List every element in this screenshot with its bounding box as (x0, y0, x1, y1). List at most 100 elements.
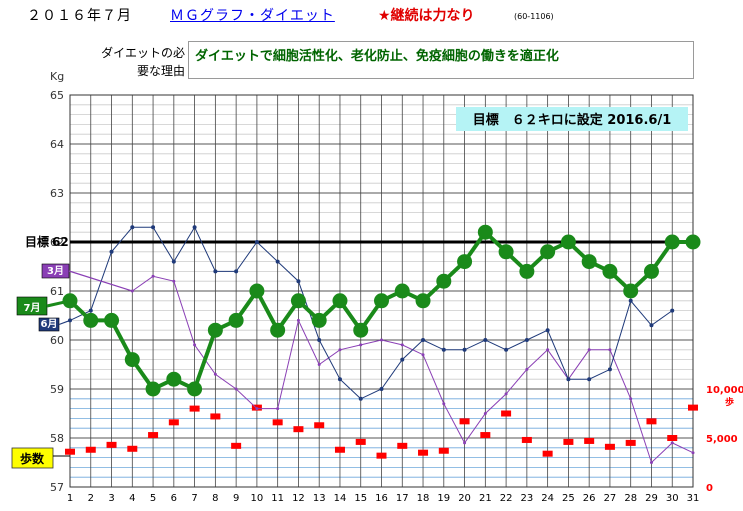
steps-marker (65, 449, 75, 455)
steps-marker (127, 446, 137, 452)
series-point-jul (249, 284, 264, 299)
series-point-jul (602, 264, 617, 279)
steps-marker (605, 444, 615, 450)
series-point-jul (436, 274, 451, 289)
x-tick-label: 5 (150, 493, 156, 504)
steps-marker (397, 443, 407, 449)
series-point-jun (421, 338, 425, 342)
x-tick-label: 20 (458, 493, 471, 504)
y-axis-label: Kg (50, 70, 64, 83)
series-point-jun (255, 240, 259, 244)
x-tick-label: 22 (500, 493, 513, 504)
x-tick-label: 27 (604, 493, 617, 504)
steps-marker (626, 440, 636, 446)
series-point-jul (291, 293, 306, 308)
chart-grid (70, 95, 693, 487)
x-tick-label: 25 (562, 493, 575, 504)
series-point-jun (649, 323, 653, 327)
steps-marker (543, 451, 553, 457)
series-point-jun (608, 367, 612, 371)
series-point-mar (193, 343, 196, 346)
y-tick-label: 61 (50, 285, 64, 298)
y-tick-label: 63 (50, 187, 64, 200)
steps-marker (439, 448, 449, 454)
series-point-mar (505, 392, 508, 395)
series-point-jul (416, 293, 431, 308)
legend-label-jul: 7月 (24, 302, 41, 314)
series-point-jun (338, 377, 342, 381)
series-point-mar (380, 339, 383, 342)
steps-marker (501, 411, 511, 417)
steps-marker (169, 419, 179, 425)
x-tick-label: 9 (233, 493, 239, 504)
steps-marker (335, 447, 345, 453)
series-point-jul (166, 372, 181, 387)
series-point-jul (270, 323, 285, 338)
series-point-jul (208, 323, 223, 338)
series-point-mar (214, 373, 217, 376)
x-tick-label: 1 (67, 493, 73, 504)
series-point-jun (670, 309, 674, 313)
x-tick-label: 28 (624, 493, 637, 504)
steps-marker (584, 438, 594, 444)
x-tick-label: 7 (191, 493, 197, 504)
x-tick-label: 19 (437, 493, 450, 504)
x-tick-label: 12 (292, 493, 305, 504)
y-tick-label: 65 (50, 89, 64, 102)
series-point-mar (276, 407, 279, 410)
x-tick-label: 30 (666, 493, 679, 504)
series-point-jul (83, 313, 98, 328)
steps-marker (86, 447, 96, 453)
steps-marker (377, 453, 387, 459)
series-point-mar (608, 348, 611, 351)
series-point-jun (172, 260, 176, 264)
chart-axes: 575859606162636465Kg12345678910111213141… (50, 70, 699, 504)
series-point-jul (187, 382, 202, 397)
series-point-jul (312, 313, 327, 328)
x-tick-label: 23 (520, 493, 533, 504)
series-point-jul (644, 264, 659, 279)
x-tick-label: 11 (271, 493, 284, 504)
series-point-jul (104, 313, 119, 328)
series-point-jun (400, 358, 404, 362)
target-label: 目標 (25, 234, 49, 249)
series-point-jun (483, 338, 487, 342)
x-tick-label: 13 (313, 493, 326, 504)
series-point-jun (110, 250, 114, 254)
steps-marker (210, 413, 220, 419)
series-point-mar (422, 353, 425, 356)
series-point-jun (130, 225, 134, 229)
y-tick-label: 64 (50, 138, 64, 151)
series-point-mar (338, 348, 341, 351)
series-point-jun (276, 260, 280, 264)
x-tick-label: 6 (171, 493, 177, 504)
x-tick-label: 4 (129, 493, 135, 504)
steps-marker (646, 418, 656, 424)
series-point-jul (561, 235, 576, 250)
target-tick-label: 62 (52, 235, 69, 249)
x-tick-label: 21 (479, 493, 492, 504)
series-point-jul (125, 352, 140, 367)
x-tick-label: 16 (375, 493, 388, 504)
steps-marker (107, 442, 117, 448)
x-tick-label: 24 (541, 493, 554, 504)
series-point-jun (463, 348, 467, 352)
series-point-jun (296, 279, 300, 283)
series-point-jun (151, 225, 155, 229)
series-point-mar (442, 402, 445, 405)
series-point-mar (401, 343, 404, 346)
x-tick-label: 10 (251, 493, 264, 504)
series-point-jul (374, 293, 389, 308)
steps-marker (688, 405, 698, 411)
series-point-jun (587, 377, 591, 381)
steps-marker (522, 437, 532, 443)
steps-marker (314, 422, 324, 428)
series-point-mar (152, 275, 155, 278)
series-point-jun (504, 348, 508, 352)
series-point-jun (213, 269, 217, 273)
series-point-jun (442, 348, 446, 352)
steps-marker (148, 432, 158, 438)
steps-marker (293, 426, 303, 432)
series-point-jul (146, 382, 161, 397)
steps-tick-label: 0 (706, 483, 713, 494)
